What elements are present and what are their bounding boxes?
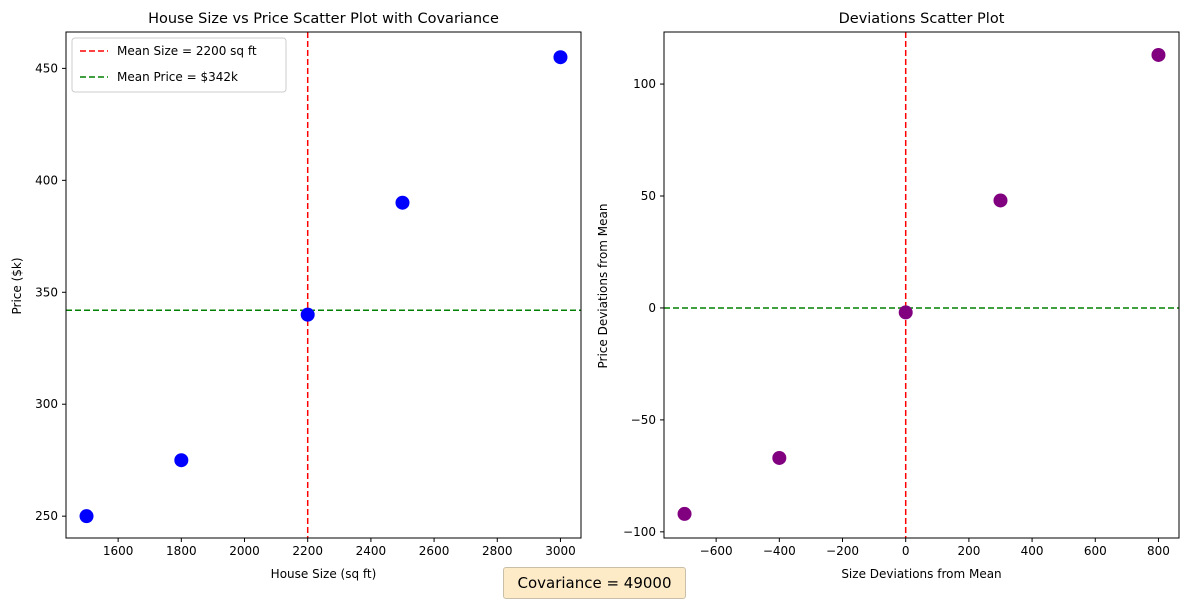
- x-tick-label: −200: [826, 544, 859, 558]
- y-tick-label: 100: [633, 77, 656, 91]
- x-tick-label: 2600: [419, 544, 450, 558]
- y-tick-label: 350: [35, 285, 58, 299]
- x-axis-label: Size Deviations from Mean: [841, 567, 1001, 581]
- legend-label-mean-price: Mean Price = $342k: [117, 70, 238, 84]
- scatter-point: [772, 450, 787, 465]
- scatter-point: [79, 509, 94, 524]
- x-tick-label: −400: [763, 544, 796, 558]
- chart-title: House Size vs Price Scatter Plot with Co…: [148, 11, 499, 27]
- y-tick-label: −100: [623, 525, 656, 539]
- x-tick-label: 1600: [103, 544, 134, 558]
- x-tick-label: 0: [902, 544, 910, 558]
- scatter-point: [677, 506, 692, 521]
- y-axis-label: Price ($k): [10, 257, 24, 314]
- legend-label-mean-size: Mean Size = 2200 sq ft: [117, 44, 257, 58]
- x-tick-label: 600: [1084, 544, 1107, 558]
- plot-area-frame: [663, 31, 1180, 539]
- y-tick-label: 0: [648, 301, 656, 315]
- chart-title: Deviations Scatter Plot: [839, 11, 1005, 27]
- covariance-text: Covariance = 49000: [517, 574, 672, 592]
- x-tick-label: 200: [957, 544, 980, 558]
- scatter-point: [1151, 47, 1166, 62]
- x-tick-label: 400: [1021, 544, 1044, 558]
- scatter-point: [898, 305, 913, 320]
- x-tick-label: 2800: [482, 544, 513, 558]
- x-tick-label: 3000: [545, 544, 576, 558]
- x-tick-label: 2200: [292, 544, 323, 558]
- y-tick-label: 50: [641, 189, 656, 203]
- legend: Mean Size = 2200 sq ft Mean Price = $342…: [71, 37, 287, 93]
- scatter-point: [300, 307, 315, 322]
- scatter-point: [174, 453, 189, 468]
- y-tick-label: 250: [35, 509, 58, 523]
- y-axis-label: Price Deviations from Mean: [596, 204, 610, 369]
- chart-house-size-vs-price: House Size vs Price Scatter Plot with Co…: [10, 11, 582, 581]
- plot-area-frame: [65, 31, 582, 539]
- legend-box: [71, 37, 287, 93]
- scatter-point: [553, 50, 568, 65]
- x-tick-label: 800: [1147, 544, 1170, 558]
- scatter-point: [993, 193, 1008, 208]
- y-tick-label: 300: [35, 397, 58, 411]
- x-axis-label: House Size (sq ft): [271, 567, 377, 581]
- covariance-annotation: Covariance = 49000: [503, 567, 686, 599]
- y-tick-label: −50: [631, 413, 656, 427]
- x-tick-label: 2400: [356, 544, 387, 558]
- y-tick-label: 450: [35, 61, 58, 75]
- x-tick-label: 1800: [166, 544, 197, 558]
- scatter-point: [395, 195, 410, 210]
- x-tick-label: −600: [700, 544, 733, 558]
- x-tick-label: 2000: [229, 544, 260, 558]
- y-tick-label: 400: [35, 173, 58, 187]
- chart-deviations: Deviations Scatter Plot Size Deviations …: [596, 11, 1180, 581]
